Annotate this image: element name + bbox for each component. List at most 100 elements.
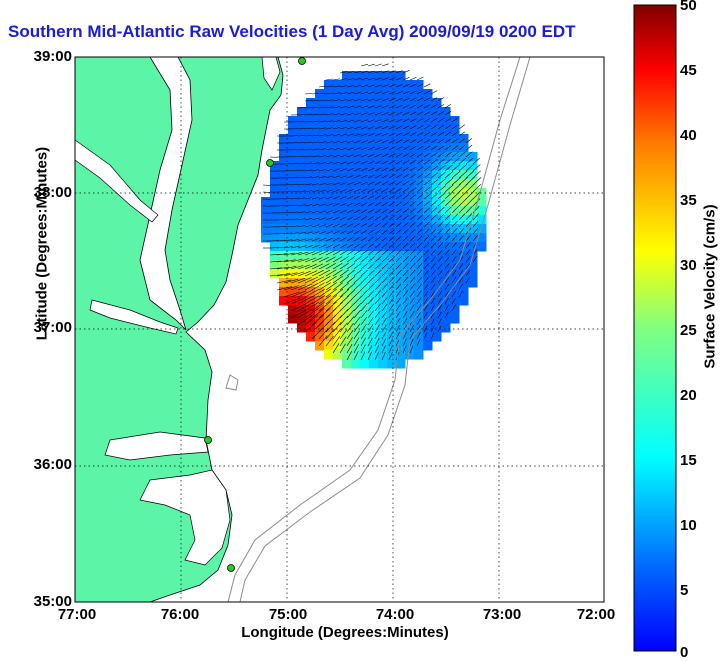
velocity-cell — [441, 323, 451, 333]
velocity-cell — [324, 125, 334, 135]
velocity-cell — [297, 179, 307, 189]
velocity-cell — [441, 161, 451, 171]
velocity-cell — [405, 89, 415, 99]
velocity-cell — [288, 143, 298, 153]
velocity-cell — [378, 206, 388, 216]
velocity-cell — [405, 260, 415, 270]
velocity-cell — [459, 296, 469, 306]
velocity-cell — [261, 224, 271, 234]
velocity-cell — [360, 134, 370, 144]
velocity-cell — [450, 197, 460, 207]
velocity-cell — [261, 197, 271, 207]
velocity-cell — [342, 125, 352, 135]
velocity-cell — [288, 179, 298, 189]
velocity-cell — [342, 80, 352, 90]
velocity-cell — [270, 206, 280, 216]
velocity-cell — [378, 359, 388, 369]
velocity-cell — [405, 242, 415, 252]
velocity-cell — [405, 125, 415, 135]
velocity-cell — [306, 161, 316, 171]
velocity-cell — [306, 143, 316, 153]
velocity-cell — [414, 98, 424, 108]
velocity-cell — [387, 359, 397, 369]
velocity-cell — [378, 179, 388, 189]
velocity-cell — [315, 233, 325, 243]
velocity-cell — [315, 332, 325, 342]
velocity-cell — [441, 179, 451, 189]
velocity-cell — [396, 224, 406, 234]
velocity-cell — [396, 251, 406, 261]
velocity-cell — [369, 116, 379, 126]
velocity-cell — [360, 287, 370, 297]
velocity-cell — [369, 251, 379, 261]
velocity-cell — [369, 278, 379, 288]
velocity-cell — [369, 89, 379, 99]
velocity-cell — [450, 260, 460, 270]
velocity-cell — [450, 170, 460, 180]
velocity-cell — [459, 215, 469, 225]
velocity-cell — [414, 296, 424, 306]
velocity-cell — [378, 107, 388, 117]
velocity-cell — [423, 233, 433, 243]
velocity-cell — [405, 287, 415, 297]
velocity-cell — [432, 215, 442, 225]
velocity-cell — [342, 359, 352, 369]
velocity-cell — [288, 224, 298, 234]
velocity-cell — [387, 269, 397, 279]
velocity-cell — [387, 287, 397, 297]
velocity-cell — [288, 233, 298, 243]
velocity-cell — [342, 332, 352, 342]
velocity-cell — [333, 98, 343, 108]
velocity-cell — [468, 161, 478, 171]
velocity-cell — [324, 143, 334, 153]
velocity-cell — [378, 224, 388, 234]
velocity-cell — [441, 206, 451, 216]
velocity-cell — [360, 359, 370, 369]
velocity-cell — [378, 116, 388, 126]
velocity-cell — [351, 143, 361, 153]
velocity-cell — [351, 125, 361, 135]
velocity-cell — [432, 260, 442, 270]
velocity-cell — [288, 206, 298, 216]
velocity-cell — [369, 107, 379, 117]
velocity-cell — [288, 125, 298, 135]
velocity-cell — [378, 125, 388, 135]
velocity-cell — [369, 125, 379, 135]
velocity-cell — [360, 296, 370, 306]
velocity-cell — [450, 251, 460, 261]
velocity-cell — [450, 179, 460, 189]
velocity-cell — [405, 152, 415, 162]
velocity-cell — [396, 323, 406, 333]
radar-station-marker — [205, 437, 212, 444]
velocity-cell — [315, 143, 325, 153]
velocity-cell — [477, 242, 487, 252]
velocity-cell — [414, 143, 424, 153]
velocity-cell — [351, 152, 361, 162]
velocity-cell — [297, 305, 307, 315]
velocity-cell — [324, 170, 334, 180]
velocity-cell — [315, 251, 325, 261]
velocity-cell — [378, 71, 388, 81]
velocity-cell — [405, 134, 415, 144]
velocity-cell — [405, 179, 415, 189]
velocity-cell — [423, 332, 433, 342]
velocity-cell — [405, 197, 415, 207]
velocity-cell — [414, 287, 424, 297]
velocity-cell — [396, 143, 406, 153]
velocity-cell — [324, 323, 334, 333]
velocity-cell — [288, 305, 298, 315]
velocity-cell — [351, 350, 361, 360]
velocity-cell — [351, 359, 361, 369]
velocity-cell — [387, 215, 397, 225]
velocity-cell — [342, 242, 352, 252]
velocity-cell — [360, 98, 370, 108]
velocity-cell — [360, 125, 370, 135]
radar-station-marker — [299, 58, 306, 65]
velocity-cell — [315, 116, 325, 126]
velocity-cell — [387, 233, 397, 243]
velocity-cell — [369, 206, 379, 216]
velocity-cell — [369, 170, 379, 180]
velocity-cell — [297, 260, 307, 270]
velocity-cell — [297, 125, 307, 135]
velocity-cell — [342, 341, 352, 351]
